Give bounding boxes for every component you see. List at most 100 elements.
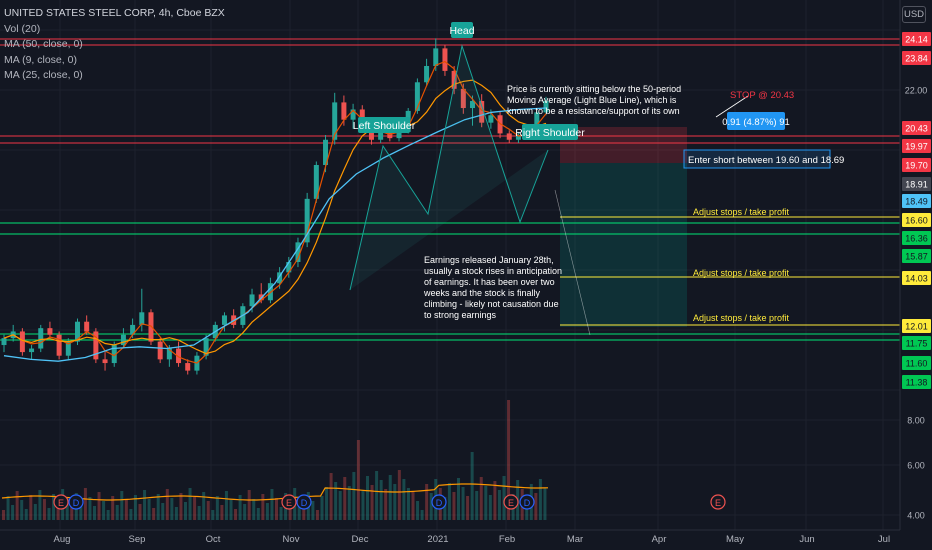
- volume-bar: [206, 501, 210, 520]
- volume-bar: [184, 502, 187, 520]
- head-label-bg: [451, 22, 473, 38]
- volume-bar: [347, 486, 351, 520]
- volume-bar: [329, 473, 333, 520]
- volume-bar: [265, 503, 269, 520]
- earnings-marker-ring: [710, 494, 726, 510]
- volume-bar: [102, 501, 106, 520]
- legend-title: UNITED STATES STEEL CORP, 4h, Cboe BZX: [4, 7, 225, 19]
- volume-bar: [70, 507, 74, 520]
- candle-body: [534, 112, 540, 129]
- candle-body: [350, 109, 356, 120]
- volume-bar: [334, 482, 338, 520]
- candle-body: [515, 134, 521, 140]
- volume-bar: [375, 471, 379, 520]
- volume-bar: [457, 478, 460, 520]
- volume-bar: [484, 486, 488, 520]
- profit-target-zone: [560, 163, 687, 327]
- earnings-marker: E: [286, 498, 292, 508]
- candle-body: [488, 115, 494, 123]
- ma50-line: [3, 107, 547, 362]
- candle-body: [93, 331, 99, 360]
- price-level-label: 18.91: [905, 180, 928, 190]
- risk-badge-bg: [727, 112, 785, 130]
- volume-bar: [252, 499, 256, 520]
- volume-bar: [247, 490, 251, 520]
- candle-body: [203, 338, 209, 356]
- volume-bar: [42, 499, 46, 520]
- candle-body: [304, 198, 310, 243]
- volume-bar: [38, 490, 42, 520]
- candle-body: [470, 101, 476, 109]
- volume-bar: [502, 476, 506, 520]
- price-level-label: 14.03: [905, 274, 928, 284]
- volume-bar: [88, 497, 92, 520]
- volume-bar: [406, 488, 410, 520]
- earnings-note-line: of earnings. It has been over two: [424, 277, 555, 287]
- pattern-outline: [349, 44, 549, 291]
- volume-bar: [79, 502, 83, 520]
- volume-bar: [338, 491, 342, 520]
- right-shoulder-label-bg: [522, 124, 578, 140]
- earnings-marker: E: [715, 498, 721, 508]
- candle-body: [84, 321, 90, 332]
- dividend-marker: D: [524, 498, 531, 508]
- stop-loss-zone: [560, 127, 687, 163]
- volume-bar: [152, 508, 156, 520]
- earnings-marker: E: [508, 498, 514, 508]
- dividend-marker-ring: [431, 494, 447, 510]
- ma-note-line: Price is currently sitting below the 50-…: [507, 84, 681, 94]
- volume-bar: [461, 487, 465, 520]
- price-level-label: 24.14: [905, 35, 928, 45]
- candle-body: [442, 48, 448, 71]
- adjust-label-3: Adjust stops / take profit: [693, 313, 790, 323]
- x-tick-label: Oct: [206, 534, 221, 545]
- candle-body: [332, 102, 338, 140]
- volume-bar: [388, 475, 392, 520]
- candle-body: [56, 334, 62, 356]
- x-tick-label: Mar: [567, 534, 583, 545]
- volume-bar: [343, 477, 347, 520]
- price-level-label: 18.49: [905, 197, 928, 207]
- candle-body: [130, 324, 136, 335]
- candle-body: [65, 341, 71, 356]
- volume-bar: [20, 500, 24, 520]
- volume-bar: [56, 503, 60, 520]
- legend-volume[interactable]: Vol (20): [4, 22, 41, 35]
- earnings-note-line: climbing - likely not causation due: [424, 299, 559, 309]
- volume-bar: [443, 497, 447, 520]
- currency-badge[interactable]: USD: [902, 6, 926, 23]
- head-label: Head: [449, 25, 474, 37]
- volume-bar: [279, 507, 283, 520]
- volume-bar: [65, 498, 69, 520]
- price-level-label: 11.38: [906, 378, 928, 388]
- volume-bar: [111, 496, 115, 520]
- x-tick-label: Jun: [799, 534, 814, 545]
- candle-body: [451, 70, 457, 89]
- volume-bar: [243, 504, 247, 520]
- candle-body: [139, 312, 145, 325]
- legend-ma50[interactable]: MA (50, close, 0): [4, 38, 83, 50]
- candle-body: [157, 341, 163, 360]
- ma25-line: [3, 79, 547, 355]
- earnings-marker-ring: [503, 494, 519, 510]
- earnings-note-line: Earnings released January 28th,: [424, 255, 554, 265]
- volume-bar: [229, 500, 233, 520]
- candle-body: [38, 328, 44, 349]
- volume-bar: [325, 487, 329, 520]
- legend-ma25[interactable]: MA (25, close, 0): [4, 69, 83, 81]
- candle-body: [414, 82, 420, 111]
- volume-bar: [15, 491, 19, 520]
- volume-ma-line: [1, 483, 549, 501]
- volume-bar: [261, 494, 265, 520]
- dividend-marker: D: [436, 498, 443, 508]
- legend-ma9[interactable]: MA (9, close, 0): [4, 53, 77, 66]
- volume-bar: [447, 483, 451, 520]
- volume-bar: [420, 510, 424, 520]
- volume-bar: [224, 491, 228, 520]
- price-level-label: 11.75: [906, 339, 928, 349]
- grid-lines: [0, 0, 900, 530]
- volume-bar: [270, 489, 274, 520]
- dividend-marker: D: [301, 498, 308, 508]
